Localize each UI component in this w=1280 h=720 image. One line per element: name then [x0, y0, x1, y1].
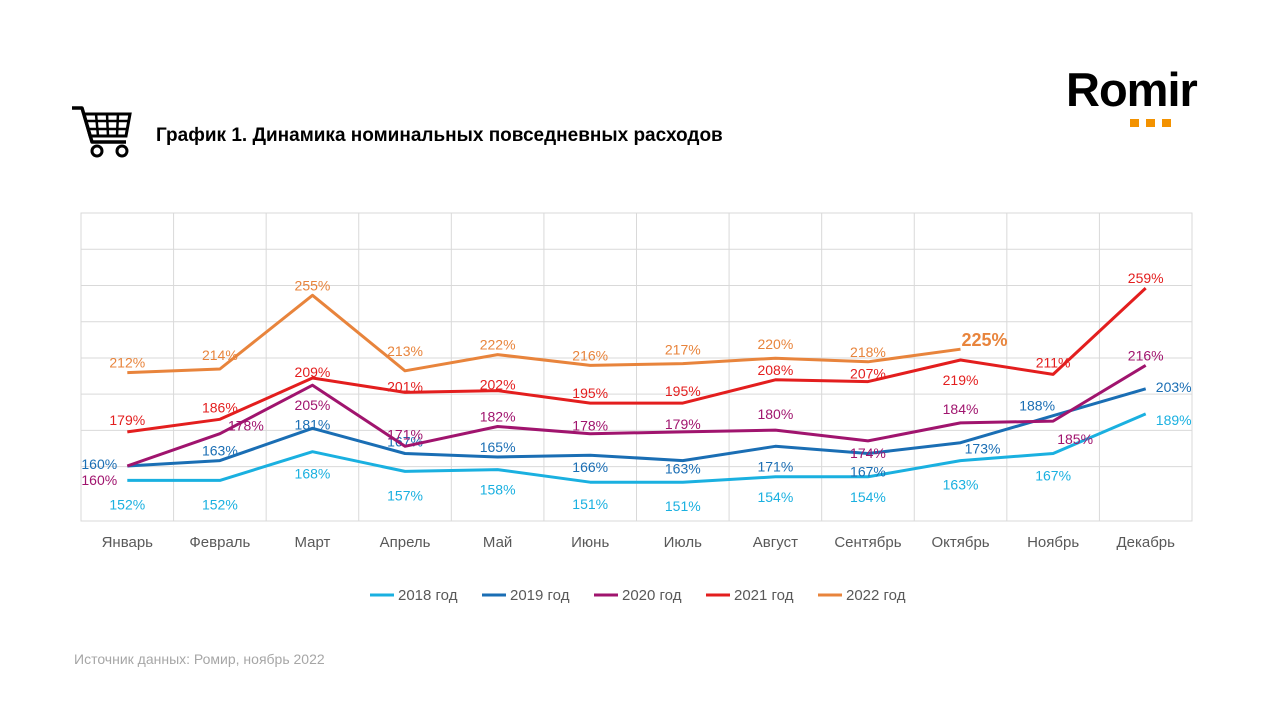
data-label: 208%: [757, 362, 793, 378]
x-tick-label: Апрель: [380, 534, 431, 551]
data-label: 202%: [480, 377, 516, 393]
data-label: 167%: [1035, 467, 1071, 483]
data-label: 222%: [480, 337, 516, 353]
data-label: 205%: [295, 397, 331, 413]
series-2021-год-line: [127, 287, 1147, 434]
x-tick-label: Декабрь: [1116, 534, 1175, 551]
data-label: 207%: [850, 366, 886, 382]
data-label: 195%: [665, 383, 701, 399]
shopping-cart-icon: [72, 106, 132, 158]
data-label: 160%: [81, 472, 117, 488]
legend-entry: 2019 год: [510, 587, 570, 604]
data-label: 174%: [850, 445, 886, 461]
data-label: 171%: [757, 458, 793, 474]
data-label: 195%: [572, 385, 608, 401]
legend-entry: 2020 год: [622, 587, 682, 604]
x-tick-label: Ноябрь: [1027, 534, 1079, 551]
data-label: 184%: [943, 401, 979, 417]
data-label: 182%: [480, 408, 516, 424]
data-label: 181%: [295, 416, 331, 432]
x-tick-label: Май: [483, 534, 512, 551]
data-label: 203%: [1156, 379, 1192, 395]
legend-entry: 2022 год: [846, 587, 906, 604]
data-label: 173%: [965, 441, 1001, 457]
data-label: 157%: [387, 487, 423, 503]
data-label: 213%: [387, 343, 423, 359]
logo-text: Romir: [1066, 63, 1198, 116]
data-label: 165%: [480, 439, 516, 455]
data-label: 163%: [943, 477, 979, 493]
data-label: 225%: [962, 330, 1008, 350]
data-source-note: Источник данных: Ромир, ноябрь 2022: [74, 651, 325, 667]
romir-logo: Romir: [1066, 62, 1216, 128]
series-2022-год-line: [127, 293, 961, 375]
x-tick-label: Июнь: [571, 534, 609, 551]
data-label: 168%: [295, 466, 331, 482]
x-tick-label: Январь: [102, 534, 154, 551]
data-label: 178%: [228, 418, 264, 434]
chart-title: График 1. Динамика номинальных повседнев…: [156, 125, 723, 146]
data-label: 179%: [109, 412, 145, 428]
data-label: 154%: [757, 489, 793, 505]
data-label: 151%: [665, 498, 701, 514]
data-label: 216%: [572, 347, 608, 363]
data-label: 166%: [572, 459, 608, 475]
data-label: 154%: [850, 489, 886, 505]
x-tick-label: Февраль: [189, 534, 250, 551]
data-label: 160%: [81, 456, 117, 472]
data-label: 185%: [1057, 431, 1093, 447]
data-label: 167%: [850, 463, 886, 479]
data-label: 189%: [1156, 412, 1192, 428]
data-label: 216%: [1128, 347, 1164, 363]
data-label: 259%: [1128, 270, 1164, 286]
data-label: 180%: [757, 406, 793, 422]
x-tick-label: Март: [295, 534, 331, 551]
data-label: 178%: [572, 418, 608, 434]
data-label: 220%: [757, 336, 793, 352]
data-label: 201%: [387, 378, 423, 394]
data-label: 255%: [295, 277, 331, 293]
data-label: 209%: [295, 364, 331, 380]
data-label: 163%: [665, 461, 701, 477]
logo-dots: [1130, 114, 1178, 132]
data-label: 152%: [202, 496, 238, 512]
data-label: 158%: [480, 482, 516, 498]
data-label: 217%: [665, 342, 701, 358]
data-label: 186%: [202, 399, 238, 415]
series-2018-год-line: [127, 412, 1147, 484]
x-tick-label: Июль: [664, 534, 702, 551]
x-tick-label: Август: [753, 534, 798, 551]
legend-entry: 2021 год: [734, 587, 794, 604]
data-label: 163%: [202, 443, 238, 459]
data-label: 214%: [202, 347, 238, 363]
data-label: 219%: [943, 372, 979, 388]
data-label: 211%: [1036, 354, 1071, 370]
series-2020-год-line: [126, 364, 1147, 468]
data-label: 179%: [665, 416, 701, 432]
x-tick-label: Октябрь: [931, 534, 989, 551]
series-2019-год-line: [127, 387, 1147, 468]
x-tick-label: Сентябрь: [834, 534, 901, 551]
data-label: 212%: [109, 355, 145, 371]
data-label: 188%: [1019, 398, 1055, 414]
legend-entry: 2018 год: [398, 587, 458, 604]
data-label: 218%: [850, 344, 886, 360]
data-label: 151%: [572, 496, 608, 512]
data-label: 152%: [109, 496, 145, 512]
data-label: 171%: [387, 426, 423, 442]
